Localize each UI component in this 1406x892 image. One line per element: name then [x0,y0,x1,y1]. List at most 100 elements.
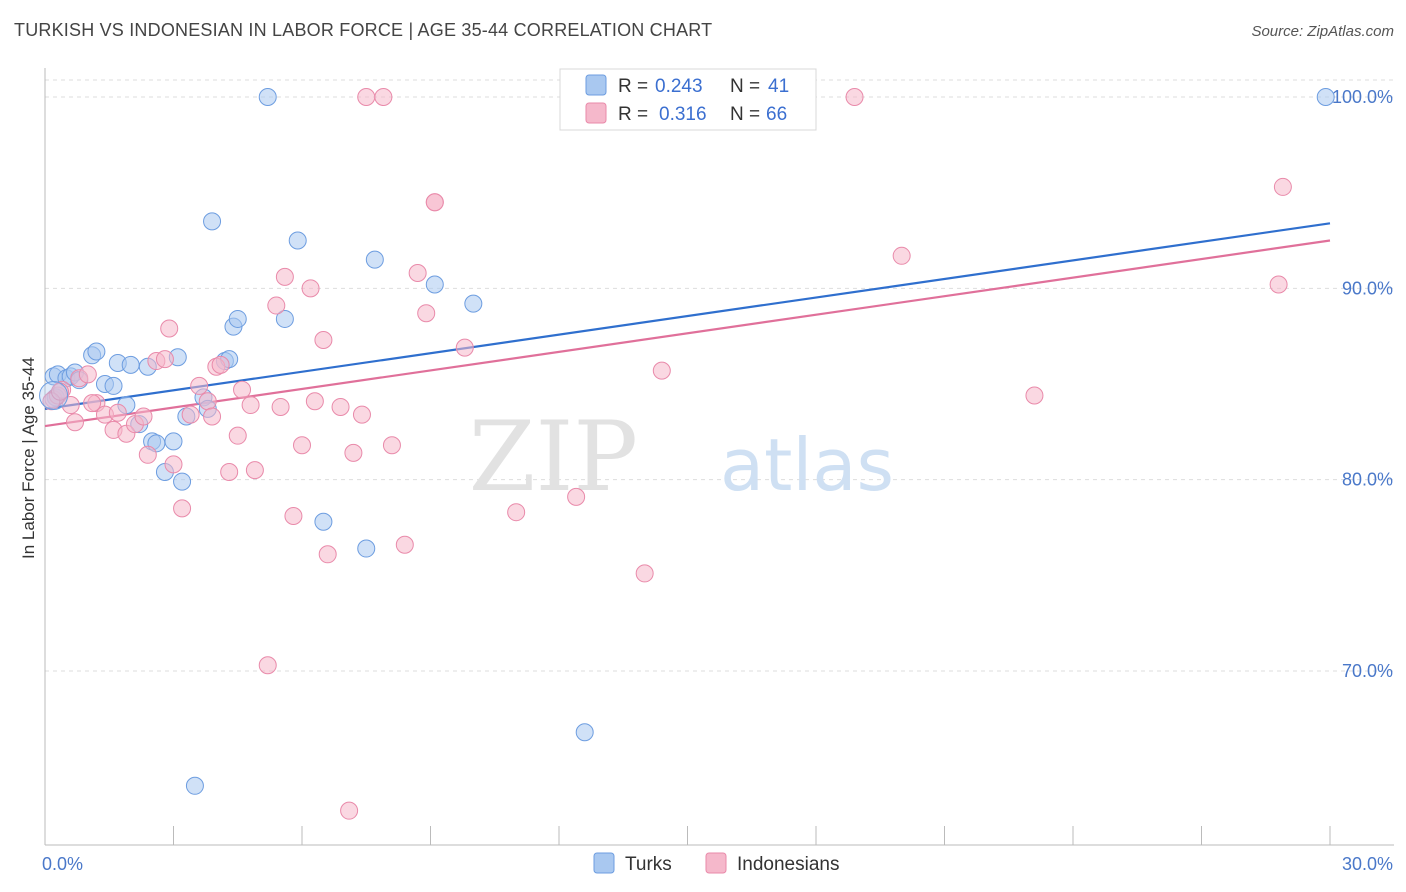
x-tick-label: 0.0% [42,854,83,874]
legend-n-label-turks: N = [730,76,760,97]
indonesians-point [228,426,247,445]
indonesians-point [382,436,401,455]
turks-point [275,309,294,328]
turks-cluster-point [39,380,69,410]
turks-point [464,294,483,313]
tick-labels: 70.0% 80.0% 90.0% 100.0% 0.0% 30.0% [42,87,1393,874]
y-tick-label: 80.0% [1342,470,1393,490]
indonesians-point [305,392,324,411]
indonesians-point [425,193,444,212]
indonesians-point [173,499,192,518]
turks-point [357,539,376,558]
indonesians-point [455,338,474,357]
turks-point [121,355,140,374]
turks-point [104,376,123,395]
indonesians-point [374,88,393,106]
indonesians-point [258,656,277,675]
indonesians-point [1269,275,1288,294]
legend-swatch-turks [585,74,607,96]
indonesians-point [267,296,286,315]
indonesians-point [134,407,153,426]
indonesians-point [314,330,333,349]
bottom-legend-swatch-indonesians [705,852,727,874]
gridlines [45,79,1394,672]
legend-n-value-turks: 41 [768,76,789,97]
indonesians-point [340,801,359,820]
turks-point [185,776,204,795]
zipatlas-watermark: ZIP atlas [469,401,894,513]
legend-r-label-turks: R = [618,76,648,97]
legend-r-value-turks: 0.243 [655,76,703,97]
turks-point [425,275,444,294]
turks-point [365,250,384,269]
indonesians-point [164,455,183,474]
indonesians-point [652,361,671,380]
indonesians-point [845,88,864,106]
bottom-legend-label-turks: Turks [625,854,672,875]
indonesians-point [233,380,252,399]
bottom-legend-label-indonesians: Indonesians [737,854,839,875]
indonesians-point [190,376,209,395]
legend-n-label-indonesians: N = [730,104,760,125]
data-points [39,88,1335,820]
y-tick-label: 100.0% [1332,87,1393,107]
indonesians-point [301,279,320,298]
indonesians-point [275,267,294,286]
indonesians-point [331,397,350,416]
indonesians-point [293,436,311,455]
indonesians-point [83,394,102,413]
legend-r-label-indonesians: R = [618,104,648,125]
trend-lines [44,222,1331,428]
axes [44,68,1394,846]
indonesians-point [408,264,427,283]
indonesians-point [284,507,303,526]
turks-point [314,512,333,531]
y-axis-title: In Labor Force | Age 35-44 [19,357,38,559]
indonesians-point [160,319,179,338]
turks-point [1316,88,1335,106]
indonesians-point [220,463,239,482]
indonesians-point [635,564,654,583]
indonesians-point [417,304,436,323]
indonesians-point [357,88,376,106]
turks-point [288,231,307,250]
indonesians-point [108,403,127,422]
turks-point [575,723,594,742]
turks-point [173,472,192,491]
legend-r-value-indonesians: 0.316 [659,104,707,125]
turks-trend-line [44,222,1331,410]
bottom-legend-swatch-turks [593,852,615,874]
y-tick-label: 90.0% [1342,278,1393,298]
indonesians-point [352,405,371,424]
indonesians-point [1025,386,1044,405]
turks-point [164,432,183,451]
legend-n-value-indonesians: 66 [766,104,787,125]
chart-title: TURKISH VS INDONESIAN IN LABOR FORCE | A… [14,20,713,40]
indonesians-point [507,503,526,522]
indonesians-point [78,365,97,384]
indonesians-point [271,397,290,416]
indonesians-point [138,445,157,464]
bottom-legend: Turks Indonesians [593,852,839,875]
turks-point [203,212,222,231]
indonesians-point [245,461,264,480]
indonesians-point [181,405,200,424]
indonesians-point [318,545,337,564]
watermark-atlas: atlas [720,423,894,507]
indonesians-point [198,392,217,411]
top-legend: R = 0.243 N = 41 R = 0.316 N = 66 [559,68,817,131]
source-credit: Source: ZipAtlas.com [1251,23,1394,40]
indonesians-point [395,535,414,554]
indonesians-trend-line [44,239,1331,428]
indonesians-point [211,355,230,374]
indonesians-point [344,443,363,462]
indonesians-point [567,487,586,506]
indonesians-point [203,407,222,426]
legend-swatch-indonesians [585,102,607,124]
indonesians-point [155,350,174,369]
watermark-zip: ZIP [469,401,638,513]
indonesians-point [1273,177,1292,196]
indonesians-point [241,396,260,415]
turks-point [258,88,277,106]
